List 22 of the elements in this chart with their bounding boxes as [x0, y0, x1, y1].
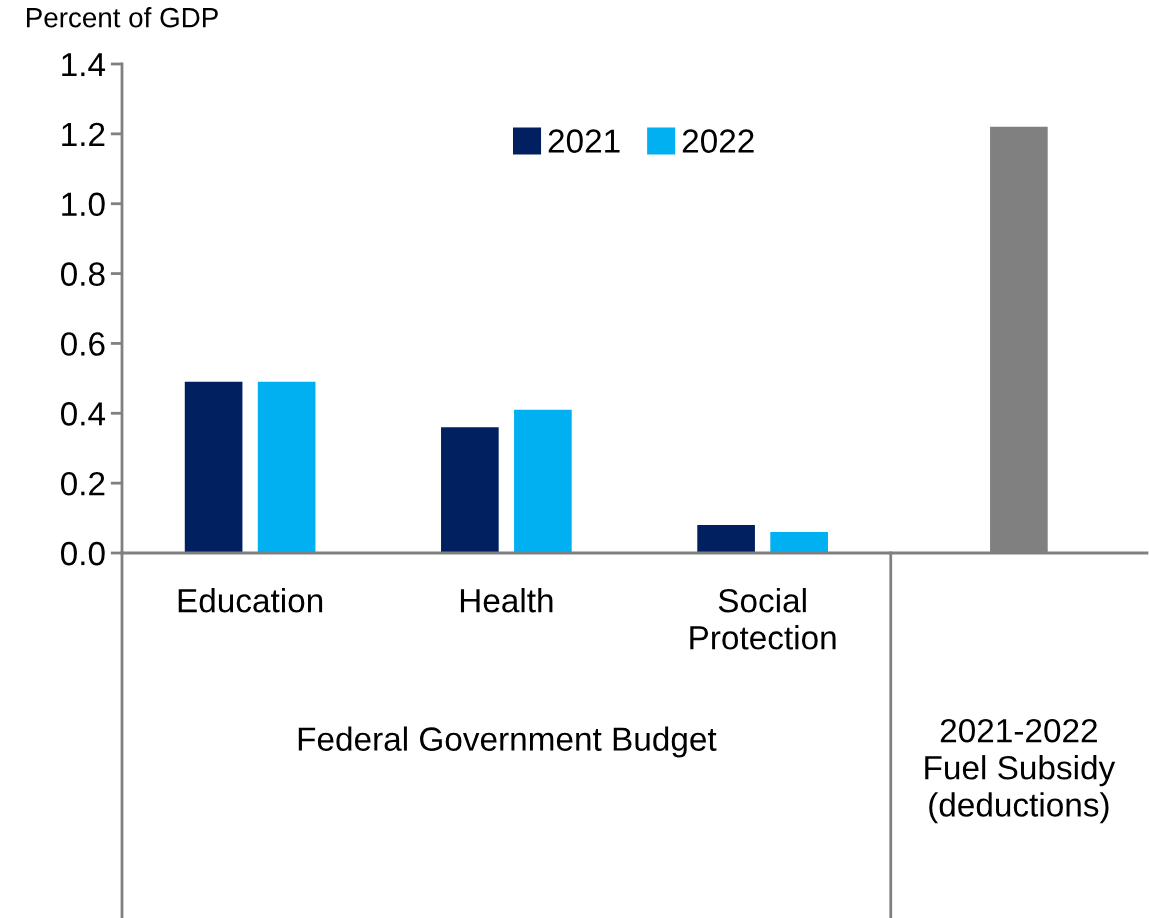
x-tick-label: Social Protection — [690, 588, 836, 650]
y-axis-title: Percent of GDP — [27, 7, 218, 28]
y-tick-label: 0.8 — [61, 262, 105, 286]
legend-label: 2022 — [682, 129, 754, 153]
y-tick-label: 1.4 — [62, 53, 106, 77]
y-tick-label: 0.2 — [61, 471, 105, 496]
y-tick-label: 0.4 — [61, 402, 106, 426]
bar — [257, 381, 316, 553]
bar — [184, 381, 243, 553]
x-tick-label: Education — [178, 588, 323, 613]
x-tick-label: Health — [460, 588, 553, 613]
legend-label: 2021 — [548, 129, 620, 153]
y-tick-label: 0.6 — [61, 332, 105, 356]
bar — [770, 532, 828, 553]
bar — [697, 525, 755, 553]
text: Federal Government Budget — [298, 726, 717, 758]
text: 2021-2022 Fuel Subsidy (deductions) — [925, 718, 1116, 824]
y-tick-label: 1.0 — [62, 192, 105, 217]
y-tick-label: 0.0 — [61, 541, 105, 566]
bar — [514, 409, 572, 553]
y-tick-label: 1.2 — [62, 122, 105, 146]
bar — [441, 427, 499, 553]
